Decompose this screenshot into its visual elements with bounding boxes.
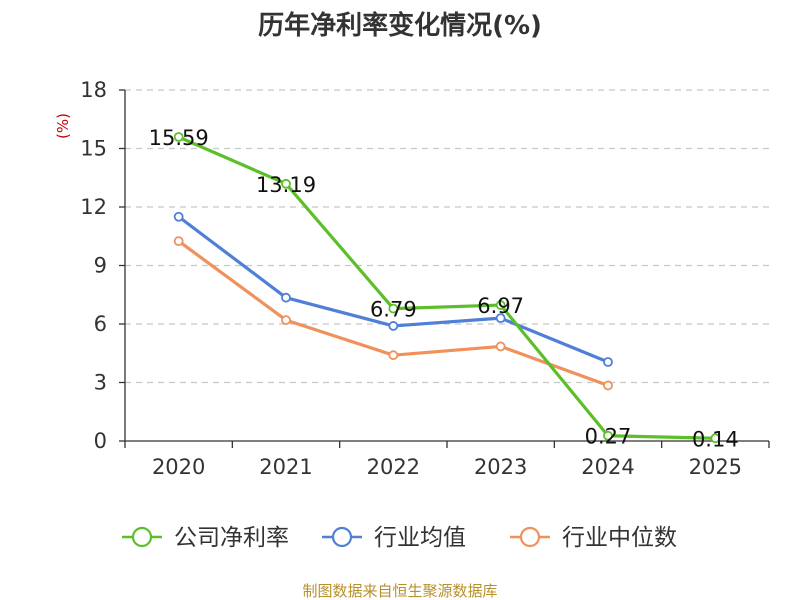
source-note: 制图数据来自恒生聚源数据库	[302, 582, 497, 600]
data-point	[710, 433, 721, 444]
data-point	[495, 313, 506, 324]
y-tick-label: 18	[80, 78, 107, 102]
data-point	[388, 321, 399, 331]
data-point	[281, 292, 291, 303]
data-point	[281, 315, 291, 326]
x-tick-label: 2024	[581, 455, 634, 479]
series-lines	[173, 132, 721, 444]
data-point	[173, 236, 184, 247]
legend-marker	[131, 526, 153, 548]
legend-label: 行业均值	[374, 525, 466, 551]
y-axis-unit-label: (%)	[54, 113, 72, 139]
data-point	[173, 132, 184, 142]
x-tick-label: 2025	[689, 455, 742, 479]
x-tick-label: 2021	[259, 455, 312, 479]
x-tick-label: 2020	[152, 455, 205, 479]
y-tick-label: 3	[94, 371, 107, 395]
legend-label: 行业中位数	[562, 525, 677, 551]
data-point	[603, 357, 613, 367]
legend-marker	[519, 526, 541, 548]
x-tick-label: 2022	[367, 455, 420, 479]
data-label: 15.59	[149, 126, 209, 150]
x-tick-label: 2023	[474, 455, 527, 479]
grid-lines	[125, 89, 769, 384]
chart-title: 历年净利率变化情况(%)	[258, 10, 542, 41]
data-label: 0.14	[692, 427, 739, 451]
y-tick-label: 15	[80, 137, 107, 161]
y-tick-label: 6	[94, 312, 107, 336]
y-tick-label: 0	[94, 429, 107, 453]
axes: 0 3 6 9 12 15 18 2020 2021 2022 2023 2024 2025	[80, 78, 770, 479]
data-point	[495, 300, 506, 310]
y-tick-label: 12	[80, 195, 107, 219]
legend: 公司净利率 行业均值 行业中位数	[122, 525, 677, 551]
data-point	[388, 350, 399, 361]
data-point	[495, 341, 506, 352]
y-tick-label: 9	[94, 254, 107, 278]
data-label: 6.97	[477, 294, 524, 318]
data-label: 0.27	[585, 425, 632, 449]
data-labels: 15.59 13.19 6.79 6.97 0.27 0.14	[149, 126, 739, 451]
data-point	[388, 303, 399, 314]
data-point	[603, 380, 613, 391]
data-point	[173, 211, 184, 222]
series-line	[178, 135, 716, 440]
legend-label: 公司净利率	[174, 525, 289, 551]
data-point	[603, 430, 613, 441]
data-label: 13.19	[256, 173, 316, 197]
data-point	[281, 178, 291, 189]
legend-marker	[331, 526, 353, 548]
data-label: 6.79	[370, 298, 417, 322]
